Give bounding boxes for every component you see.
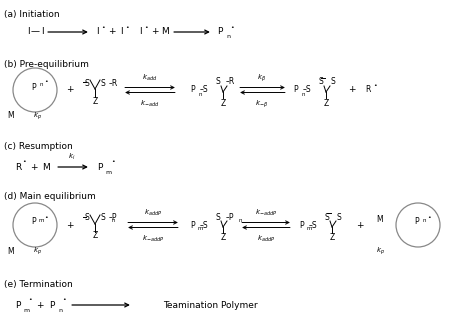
Text: n: n	[301, 91, 305, 97]
Text: S: S	[100, 78, 105, 88]
Text: P: P	[32, 217, 36, 226]
Text: P: P	[191, 86, 195, 95]
Text: m: m	[197, 226, 203, 232]
Text: •: •	[427, 214, 431, 220]
Text: $k_{-add}$: $k_{-add}$	[140, 99, 160, 109]
Text: –R: –R	[225, 78, 235, 87]
Text: P: P	[97, 162, 103, 172]
Text: R: R	[15, 162, 21, 172]
Text: •: •	[230, 25, 234, 29]
Text: +: +	[66, 86, 74, 95]
Text: (e) Termination: (e) Termination	[4, 280, 73, 289]
Text: $k_{add}$: $k_{add}$	[142, 73, 158, 83]
Text: (a) Initiation: (a) Initiation	[4, 10, 60, 19]
Text: $k_{\beta}$: $k_{\beta}$	[257, 72, 266, 84]
Text: $k_{addP}$: $k_{addP}$	[144, 208, 162, 218]
Text: $k_{-addP}$: $k_{-addP}$	[255, 208, 277, 218]
Text: M: M	[377, 215, 383, 224]
Text: $k_{-addP}$: $k_{-addP}$	[142, 234, 164, 244]
Text: Z: Z	[92, 97, 98, 106]
Text: •: •	[62, 297, 66, 303]
Text: —: —	[30, 27, 39, 36]
Text: n: n	[238, 218, 242, 224]
Text: +: +	[108, 27, 116, 36]
Text: Z: Z	[220, 234, 226, 243]
Text: •: •	[101, 25, 105, 29]
Text: (c) Resumption: (c) Resumption	[4, 142, 73, 151]
Text: n: n	[226, 35, 230, 39]
Text: •: •	[125, 25, 129, 29]
Text: P: P	[294, 86, 298, 95]
Text: •: •	[111, 160, 115, 164]
Text: +: +	[66, 221, 74, 230]
Text: R: R	[365, 86, 371, 95]
Text: –P: –P	[226, 213, 234, 222]
Text: $k_p$: $k_p$	[33, 110, 41, 122]
Text: I: I	[96, 27, 98, 36]
Text: S: S	[85, 214, 90, 223]
Text: +: +	[151, 27, 159, 36]
Text: $k_i$: $k_i$	[68, 152, 76, 162]
Text: n: n	[111, 218, 115, 224]
Text: $k_{-\beta}$: $k_{-\beta}$	[255, 98, 269, 110]
Text: +: +	[356, 221, 364, 230]
Text: n: n	[198, 91, 202, 97]
Text: m: m	[306, 226, 312, 232]
Text: P: P	[191, 221, 195, 230]
Text: (d) Main equilibrium: (d) Main equilibrium	[4, 192, 96, 201]
Text: S: S	[216, 213, 220, 222]
Text: $k_p$: $k_p$	[33, 245, 41, 257]
Text: (b) Pre-equilibrium: (b) Pre-equilibrium	[4, 60, 89, 69]
Text: •: •	[22, 160, 26, 164]
Text: S: S	[337, 213, 341, 222]
Text: M: M	[42, 162, 50, 172]
Text: m: m	[38, 217, 44, 223]
Text: m: m	[23, 307, 29, 312]
Text: P: P	[300, 221, 304, 230]
Text: I: I	[41, 27, 43, 36]
Text: S: S	[85, 78, 90, 88]
Text: S: S	[216, 78, 220, 87]
Text: –S: –S	[200, 221, 208, 230]
Text: M: M	[8, 111, 14, 120]
Text: –S: –S	[303, 86, 311, 95]
Text: S: S	[325, 213, 329, 222]
Text: •: •	[373, 82, 377, 88]
Text: n: n	[39, 82, 43, 88]
Text: +: +	[30, 162, 38, 172]
Text: •: •	[44, 79, 48, 85]
Text: Teamination Polymer: Teamination Polymer	[163, 300, 257, 309]
Text: S: S	[319, 78, 323, 87]
Text: n: n	[422, 217, 426, 223]
Text: n: n	[58, 307, 62, 312]
Text: P: P	[415, 217, 419, 226]
Text: •: •	[44, 214, 48, 220]
Text: S: S	[100, 214, 105, 223]
Text: $k_{addP}$: $k_{addP}$	[257, 234, 275, 244]
Text: –S: –S	[200, 86, 208, 95]
Text: I: I	[27, 27, 29, 36]
Text: M: M	[8, 246, 14, 255]
Text: m: m	[105, 170, 111, 174]
Text: P: P	[32, 82, 36, 91]
Text: I: I	[139, 27, 141, 36]
Text: Z: Z	[220, 99, 226, 108]
Text: I: I	[120, 27, 122, 36]
Text: S: S	[331, 78, 336, 87]
Text: +: +	[36, 300, 44, 309]
Text: M: M	[161, 27, 169, 36]
Text: P: P	[217, 27, 223, 36]
Text: +: +	[348, 86, 356, 95]
Text: P: P	[15, 300, 21, 309]
Text: •: •	[144, 25, 148, 29]
Text: P: P	[49, 300, 55, 309]
Text: $k_p$: $k_p$	[375, 245, 384, 257]
Text: –S: –S	[309, 221, 317, 230]
Text: –P: –P	[109, 214, 117, 223]
Text: –R: –R	[109, 78, 118, 88]
Text: Z: Z	[329, 234, 335, 243]
Text: Z: Z	[323, 99, 328, 108]
Text: •: •	[28, 297, 32, 303]
Text: Z: Z	[92, 232, 98, 241]
